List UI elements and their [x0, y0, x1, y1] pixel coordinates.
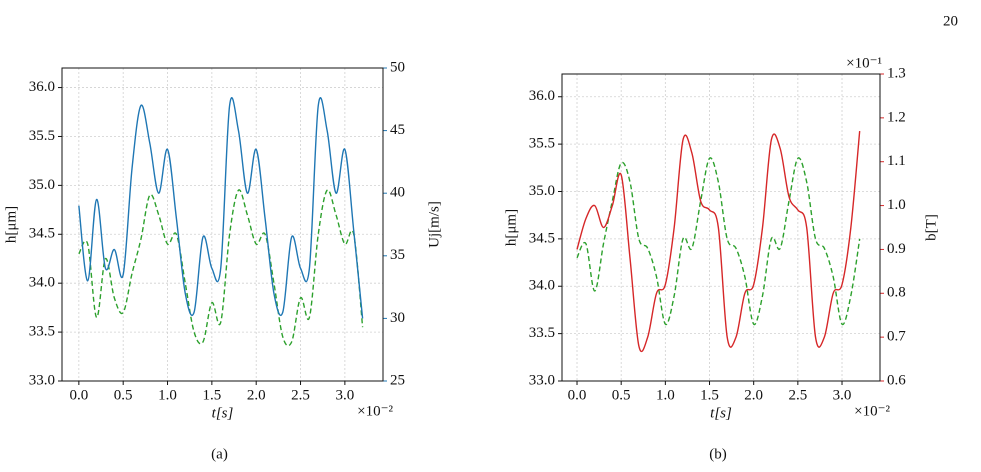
y-tick-label: 34.0 — [529, 278, 555, 294]
y-tick-label: 34.0 — [29, 275, 55, 291]
y-tick-label: 35.0 — [529, 183, 555, 199]
x-tick-label: 0.5 — [114, 387, 133, 403]
y-axis-label: h[μm] — [3, 206, 19, 243]
plot-frame — [61, 67, 384, 382]
y-tick-label: 33.0 — [529, 372, 555, 388]
y-tick-label: 35.0 — [29, 177, 55, 193]
x-tick-label: 1.5 — [700, 387, 719, 403]
y2-tick-label: 50 — [390, 59, 405, 75]
y2-tick-label: 1.3 — [887, 65, 906, 81]
y-axis-label: h[μm] — [503, 209, 519, 246]
x-tick-label: 0.0 — [69, 387, 88, 403]
y2-tick-label: 45 — [390, 122, 405, 138]
x-offset-label: ×10⁻² — [854, 403, 890, 419]
caption: (b) — [709, 446, 727, 462]
x-tick-label: 2.5 — [291, 387, 310, 403]
y2-axis-label: b[T] — [923, 214, 939, 241]
y2-offset-label: ×10⁻¹ — [846, 55, 882, 71]
page-number: 20 — [943, 13, 958, 29]
y-tick-label: 33.5 — [29, 324, 55, 340]
x-tick-label: 2.0 — [744, 387, 763, 403]
y2-tick-label: 0.7 — [887, 329, 906, 345]
y2-tick-label: 0.8 — [887, 285, 906, 301]
x-tick-label: 1.5 — [202, 387, 221, 403]
x-tick-label: 1.0 — [656, 387, 675, 403]
x-tick-label: 1.0 — [158, 387, 177, 403]
y2-tick-label: 0.9 — [887, 241, 906, 257]
x-tick-label: 3.0 — [833, 387, 852, 403]
plot-frame — [561, 73, 881, 382]
caption: (a) — [211, 446, 228, 462]
x-tick-label: 2.0 — [247, 387, 266, 403]
y-tick-label: 36.0 — [529, 88, 555, 104]
y-tick-label: 35.5 — [29, 128, 55, 144]
x-offset-label: ×10⁻² — [357, 403, 393, 419]
y2-tick-label: 1.0 — [887, 197, 906, 213]
y-tick-label: 34.5 — [29, 226, 55, 242]
chart: 0.0 0.5 1.0 1.5 2.0 2.5 3.0 33.0 33.5 34.0 34.5 35.… — [503, 55, 939, 462]
series-line — [576, 157, 861, 326]
x-tick-label: 2.5 — [788, 387, 807, 403]
series-line — [576, 130, 861, 353]
x-tick-label: 3.0 — [335, 387, 354, 403]
series-line — [78, 189, 364, 347]
y2-axis-label: Uj[m/s] — [426, 201, 442, 248]
x-axis-label: t[s] — [212, 405, 234, 421]
y2-tick-label: 1.2 — [887, 109, 906, 125]
y2-tick-label: 35 — [390, 247, 405, 263]
y-tick-label: 35.5 — [529, 136, 555, 152]
x-axis-label: t[s] — [710, 405, 732, 421]
x-tick-label: 0.5 — [612, 387, 631, 403]
y-tick-label: 33.0 — [29, 372, 55, 388]
series-line — [78, 97, 364, 319]
y2-tick-label: 40 — [390, 185, 405, 201]
y-tick-label: 36.0 — [29, 79, 55, 95]
y2-tick-label: 0.6 — [887, 372, 906, 388]
y2-tick-label: 1.1 — [887, 153, 906, 169]
y-tick-label: 34.5 — [529, 230, 555, 246]
y2-tick-label: 30 — [390, 310, 405, 326]
y2-tick-label: 25 — [390, 372, 405, 388]
x-tick-label: 0.0 — [568, 387, 587, 403]
chart: 0.0 0.5 1.0 1.5 2.0 2.5 3.0 33.0 33.5 34.0 34.5 35.… — [3, 59, 442, 462]
y-tick-label: 33.5 — [529, 325, 555, 341]
